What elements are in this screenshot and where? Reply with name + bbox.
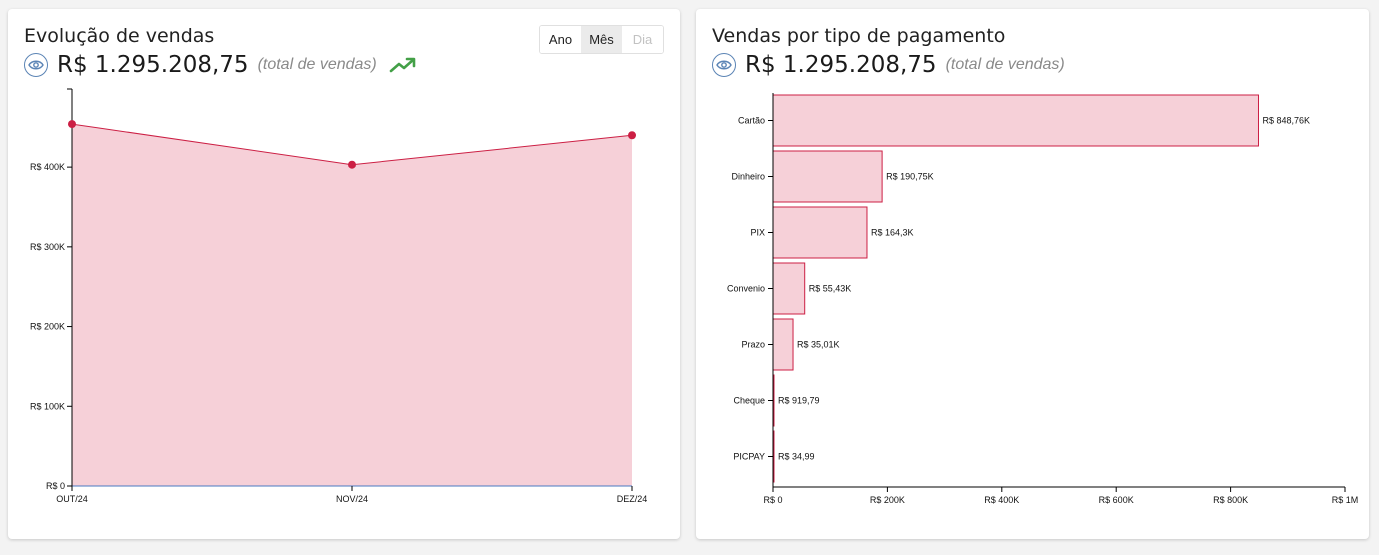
period-toggle: Ano Mês Dia [539, 25, 664, 54]
data-label: R$ 55,43K [809, 284, 852, 294]
sales-evolution-card: Evolução de vendas R$ 1.295.208,75 (tota… [8, 9, 680, 539]
bar [772, 318, 794, 371]
x-tick-label: R$ 1M [1332, 495, 1359, 505]
y-tick-label: R$ 100K [30, 401, 65, 411]
bar [772, 94, 1259, 147]
sales-by-payment-card: Vendas por tipo de pagamento R$ 1.295.20… [696, 9, 1369, 539]
data-point [348, 160, 356, 169]
period-option-day: Dia [622, 26, 663, 53]
y-tick-label: R$ 300K [30, 242, 65, 252]
data-label: R$ 164,3K [871, 228, 914, 238]
y-tick-label: Cheque [733, 396, 765, 406]
y-tick-label: Convenio [727, 284, 765, 294]
total-caption: (total de vendas) [945, 56, 1065, 73]
x-tick-label: OUT/24 [56, 494, 88, 504]
x-tick-label: R$ 0 [763, 495, 782, 505]
trending-up-icon [389, 56, 417, 74]
total-caption: (total de vendas) [257, 56, 377, 73]
area-fill [72, 124, 632, 487]
x-tick-label: NOV/24 [336, 494, 368, 504]
y-tick-label: Dinheiro [731, 172, 765, 182]
total-value: R$ 1.295.208,75 [57, 52, 249, 78]
x-tick-label: R$ 200K [870, 495, 905, 505]
y-tick-label: PIX [750, 228, 765, 238]
sales-by-payment-chart: Cartão R$ 848,76K Dinheiro R$ 190,75K PIX R$ … [727, 93, 1359, 505]
data-label: R$ 919,79 [778, 396, 820, 406]
bar [772, 262, 806, 315]
total-value: R$ 1.295.208,75 [745, 52, 937, 78]
y-tick-label: R$ 400K [30, 162, 65, 172]
y-tick-label: R$ 200K [30, 322, 65, 332]
period-option-year[interactable]: Ano [540, 26, 581, 53]
card-title: Evolução de vendas [24, 25, 215, 47]
sales-evolution-chart: R$ 0 R$ 100K R$ 200K R$ 300K R$ 400K OUT/24 NO… [30, 88, 648, 504]
card-title: Vendas por tipo de pagamento [712, 25, 1006, 47]
total-row: R$ 1.295.208,75 (total de vendas) [712, 51, 1077, 79]
y-tick-label: R$ 0 [46, 481, 65, 491]
data-point [628, 131, 636, 140]
bar [772, 206, 868, 259]
data-label: R$ 190,75K [886, 172, 934, 182]
data-label: R$ 848,76K [1262, 116, 1310, 126]
y-tick-label: PICPAY [733, 452, 765, 462]
eye-icon[interactable] [712, 53, 736, 77]
data-point [68, 120, 76, 129]
total-row: R$ 1.295.208,75 (total de vendas) [24, 51, 417, 79]
eye-icon[interactable] [24, 53, 48, 77]
data-label: R$ 34,99 [778, 452, 815, 462]
data-label: R$ 35,01K [797, 340, 840, 350]
period-option-month[interactable]: Mês [581, 26, 622, 53]
y-tick-label: Prazo [741, 340, 765, 350]
y-tick-label: Cartão [738, 116, 765, 126]
bar [772, 150, 883, 203]
x-tick-label: DEZ/24 [617, 494, 648, 504]
x-tick-label: R$ 400K [984, 495, 1019, 505]
x-tick-label: R$ 800K [1213, 495, 1248, 505]
x-tick-label: R$ 600K [1099, 495, 1134, 505]
